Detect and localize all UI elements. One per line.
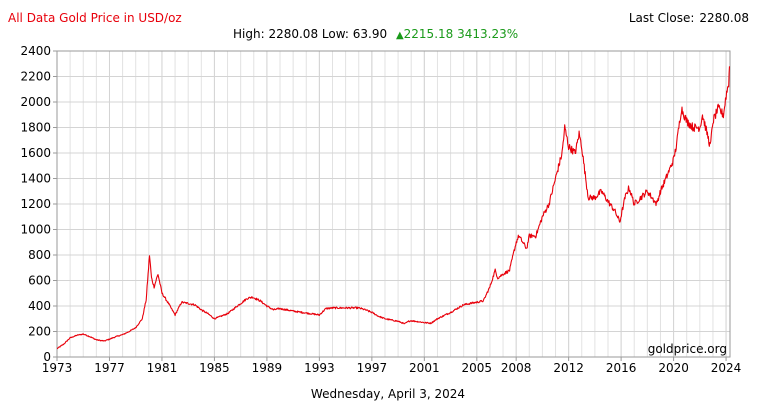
x-tick-label: 1977 xyxy=(94,361,125,375)
low-label: Low: xyxy=(321,27,349,41)
x-tick-label: 1985 xyxy=(199,361,230,375)
x-axis: 1973 1977 1981 1985 1989 1993 1997 2001 2005 2008… xyxy=(42,357,742,375)
y-tick-label: 800 xyxy=(28,248,51,262)
x-tick-label: 1981 xyxy=(147,361,178,375)
price-stats: High: 2280.08 Low: 63.90 ▲2215.18 3413.2… xyxy=(233,27,518,41)
y-tick-label: 1200 xyxy=(20,197,51,211)
series-layer xyxy=(56,66,731,350)
y-tick-label: 1600 xyxy=(20,146,51,160)
change-percent: 3413.23% xyxy=(457,27,519,41)
x-tick-label: 1993 xyxy=(304,361,335,375)
y-tick-label: 600 xyxy=(28,274,51,288)
high-value: 2280.08 xyxy=(268,27,319,41)
last-close: Last Close: 2280.08 xyxy=(624,11,749,25)
y-tick-label: 2400 xyxy=(20,44,51,58)
x-tick-label: 2020 xyxy=(658,361,689,375)
y-tick-label: 200 xyxy=(28,325,51,339)
grid-lines xyxy=(56,50,730,358)
y-tick-label: 2000 xyxy=(20,95,51,109)
y-tick-label: 400 xyxy=(28,299,51,313)
x-tick-label: 2001 xyxy=(409,361,440,375)
low-value: 63.90 xyxy=(352,27,388,41)
y-tick-label: 1000 xyxy=(20,223,51,237)
y-tick-label: 0 xyxy=(43,350,51,364)
x-tick-label: 1989 xyxy=(252,361,283,375)
high-label: High: xyxy=(233,27,265,41)
x-tick-label: 2016 xyxy=(606,361,637,375)
x-tick-label: 2012 xyxy=(553,361,584,375)
y-axis: 0 200 400 600 800 1000 1200 1400 1600 1800 2000 220… xyxy=(20,44,57,364)
y-tick-label: 1800 xyxy=(20,121,51,135)
y-tick-label: 2200 xyxy=(20,70,51,84)
x-tick-label: 1973 xyxy=(42,361,73,375)
last-close-label: Last Close: xyxy=(628,11,695,25)
x-tick-label: 2005 xyxy=(462,361,493,375)
series-line xyxy=(56,66,731,350)
last-close-value: 2280.08 xyxy=(699,11,749,25)
up-arrow-icon: ▲ xyxy=(395,30,404,41)
chart-title: All Data Gold Price in USD/oz xyxy=(8,11,182,25)
x-tick-label: 2024 xyxy=(711,361,742,375)
change-value: 2215.18 xyxy=(403,27,454,41)
x-tick-label: 2008 xyxy=(501,361,532,375)
x-tick-label: 1997 xyxy=(357,361,388,375)
y-tick-label: 1400 xyxy=(20,172,51,186)
footer-date: Wednesday, April 3, 2024 xyxy=(310,387,466,401)
watermark: goldprice.org xyxy=(648,342,727,356)
